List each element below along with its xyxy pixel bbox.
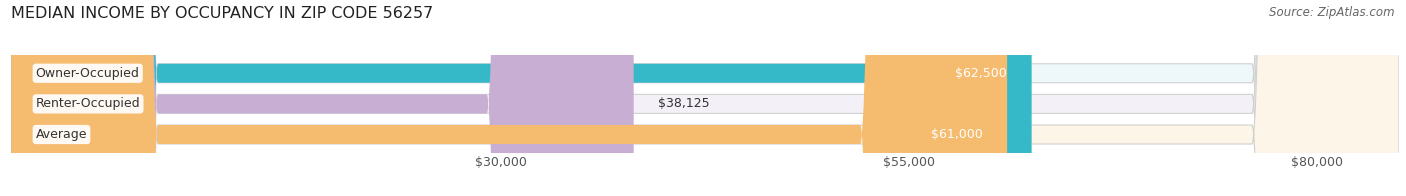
FancyBboxPatch shape bbox=[11, 0, 1399, 196]
FancyBboxPatch shape bbox=[11, 0, 1032, 196]
Text: Owner-Occupied: Owner-Occupied bbox=[35, 67, 139, 80]
FancyBboxPatch shape bbox=[11, 0, 634, 196]
FancyBboxPatch shape bbox=[11, 0, 1399, 196]
Text: Average: Average bbox=[35, 128, 87, 141]
Text: Source: ZipAtlas.com: Source: ZipAtlas.com bbox=[1270, 6, 1395, 19]
FancyBboxPatch shape bbox=[11, 0, 1399, 196]
Text: $38,125: $38,125 bbox=[658, 97, 710, 110]
Text: MEDIAN INCOME BY OCCUPANCY IN ZIP CODE 56257: MEDIAN INCOME BY OCCUPANCY IN ZIP CODE 5… bbox=[11, 6, 433, 21]
Text: $61,000: $61,000 bbox=[931, 128, 983, 141]
FancyBboxPatch shape bbox=[11, 0, 1007, 196]
Text: Renter-Occupied: Renter-Occupied bbox=[35, 97, 141, 110]
Text: $62,500: $62,500 bbox=[956, 67, 1007, 80]
